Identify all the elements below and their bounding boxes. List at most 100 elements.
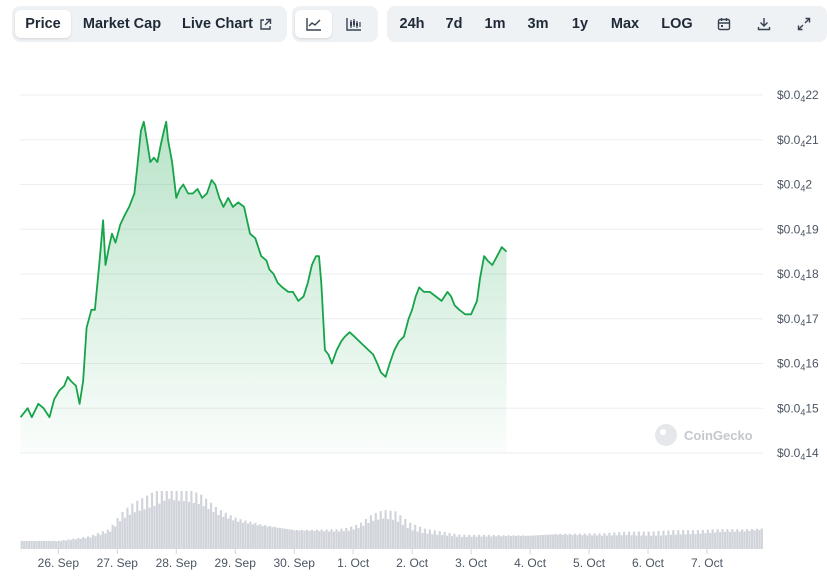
log-scale-toggle[interactable]: LOG: [661, 16, 693, 32]
download-icon: [757, 17, 771, 31]
volume-bar: [337, 531, 340, 549]
range-24h[interactable]: 24h: [399, 16, 425, 32]
volume-bar: [79, 538, 82, 549]
download-button[interactable]: [744, 10, 784, 38]
volume-bar: [35, 540, 38, 549]
volume-bar: [197, 504, 200, 549]
volume-bar: [377, 519, 380, 549]
volume-bar: [600, 535, 604, 549]
volume-bar: [20, 540, 23, 549]
volume-bar: [362, 525, 365, 549]
tab-price[interactable]: Price: [15, 10, 71, 38]
range-max[interactable]: Max: [610, 16, 640, 32]
volume-bar: [121, 512, 124, 549]
volume-bar: [369, 515, 372, 549]
x-tick-label: 26. Sep: [38, 556, 80, 570]
volume-bar: [721, 529, 724, 549]
volume-bar: [254, 523, 257, 549]
fullscreen-icon: [797, 17, 811, 31]
volume-bar: [556, 534, 559, 549]
volume-bar: [509, 536, 513, 549]
volume-bar: [281, 528, 284, 549]
volume-bar: [686, 530, 690, 549]
volume-bar: [571, 535, 574, 549]
fullscreen-button[interactable]: [784, 10, 824, 38]
volume-bar: [318, 531, 321, 549]
range-tab-group: 24h 7d 1m 3m 1y Max LOG: [387, 6, 827, 42]
volume-bar: [298, 530, 301, 549]
candlestick-button[interactable]: [335, 10, 372, 38]
volume-bar: [64, 540, 68, 549]
volume-bar: [723, 531, 727, 549]
volume-bar: [131, 503, 134, 549]
x-tick-label: 2. Oct: [396, 556, 429, 570]
volume-bar: [662, 530, 665, 549]
line-chart-button[interactable]: [295, 10, 332, 38]
volume-bar: [59, 541, 63, 549]
volume-bar: [760, 528, 763, 549]
volume-bar: [561, 534, 564, 549]
range-1m[interactable]: 1m: [484, 16, 506, 32]
y-tick-label: $0.0417: [777, 312, 819, 328]
volume-bar: [618, 532, 621, 549]
volume-bar: [47, 540, 50, 549]
volume-bar: [327, 531, 331, 549]
y-tick-label: $0.0415: [777, 401, 819, 417]
x-tick-label: 30. Sep: [274, 556, 316, 570]
volume-bar: [554, 533, 557, 549]
volume-bar: [145, 495, 149, 549]
range-7d[interactable]: 7d: [445, 16, 463, 32]
volume-bar: [192, 502, 195, 549]
volume-bar: [278, 527, 281, 549]
volume-bar: [313, 530, 316, 549]
volume-bar: [173, 500, 176, 549]
volume-bar: [219, 510, 222, 549]
volume-bar: [716, 529, 719, 549]
volume-bar: [386, 519, 390, 549]
x-tick-label: 27. Sep: [97, 556, 139, 570]
volume-bar: [645, 535, 648, 549]
volume-bar: [396, 521, 400, 549]
volume-bar: [507, 535, 510, 549]
volume-bar: [101, 531, 104, 549]
volume-bar: [202, 506, 205, 549]
volume-bar: [431, 534, 434, 549]
volume-bar: [536, 535, 540, 549]
volume-bar: [45, 541, 48, 549]
volume-bar: [696, 530, 700, 549]
volume-bar: [549, 534, 552, 549]
volume-bar: [209, 502, 213, 549]
volume-bar: [141, 498, 144, 549]
volume-bar: [667, 530, 670, 549]
volume-bar: [295, 529, 299, 549]
tab-market-cap[interactable]: Market Cap: [82, 16, 162, 32]
volume-bar: [305, 529, 309, 549]
volume-bar: [627, 531, 631, 549]
tab-live-chart[interactable]: Live Chart: [173, 10, 281, 38]
volume-bar: [116, 518, 119, 549]
volume-bar: [664, 535, 668, 549]
x-tick-label: 5. Oct: [573, 556, 606, 570]
y-tick-label: $0.0422: [777, 88, 819, 104]
volume-bar: [391, 519, 395, 549]
volume-bar: [726, 529, 729, 549]
volume-bar: [637, 531, 640, 549]
volume-bar: [212, 511, 215, 549]
volume-bar: [539, 534, 542, 549]
line-chart-icon: [305, 17, 322, 31]
volume-bar: [672, 530, 675, 549]
volume-bar: [214, 506, 218, 549]
volume-bar: [519, 535, 522, 549]
y-tick-label: $0.0416: [777, 357, 819, 373]
volume-bar: [185, 491, 188, 549]
volume-bar: [497, 535, 500, 549]
calendar-button[interactable]: [704, 10, 744, 38]
volume-bar: [288, 529, 291, 549]
volume-bar: [691, 530, 695, 549]
volume-bar: [359, 522, 363, 549]
range-3m[interactable]: 3m: [527, 16, 549, 32]
volume-bar: [640, 535, 643, 549]
range-1y[interactable]: 1y: [571, 16, 589, 32]
volume-bar: [406, 528, 409, 549]
